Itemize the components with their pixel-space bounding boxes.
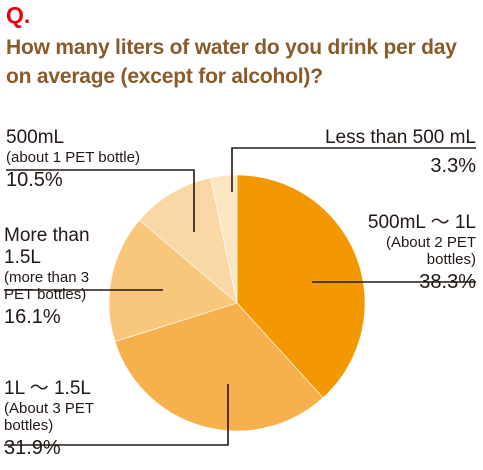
label-more-than-1-5l-value: 16.1% <box>4 306 61 329</box>
label-500ml-1l-name: 500mL ～ 1L <box>367 212 476 233</box>
label-1l-1-5l-value: 31.9% <box>4 437 61 460</box>
leader-1l-1-5l <box>4 384 229 446</box>
slice-less-than-500ml <box>210 174 238 304</box>
label-500ml: 500mL (about 1 PET bottle) 10.5% <box>6 127 206 192</box>
label-more-than-1-5l-sublabel: (more than 3 PET bottles) <box>4 268 90 303</box>
label-500ml-name: 500mL <box>6 127 65 148</box>
label-1l-1-5l-name: 1L ～ 1.5L <box>4 378 91 399</box>
slice-more-than-1-5l <box>108 219 238 342</box>
label-less-than-500ml: Less than 500 mL 3.3% <box>300 127 476 178</box>
slice-500ml <box>139 177 238 304</box>
slice-500ml-1l <box>236 174 366 399</box>
leader-500ml <box>6 169 195 232</box>
label-less-than-500ml-name: Less than 500 mL <box>324 127 476 148</box>
question-title: How many liters of water do you drink pe… <box>6 36 457 88</box>
slice-1l-1-5l <box>114 302 324 432</box>
label-500ml-1l-sublabel: (About 2 PET bottles) <box>385 233 476 269</box>
label-1l-1-5l: 1L ～ 1.5L (About 3 PET bottles) 31.9% <box>4 378 134 460</box>
label-more-than-1-5l-name: More than 1.5L <box>4 225 90 268</box>
question-mark-label: Q. <box>6 2 31 28</box>
label-500ml-value: 10.5% <box>6 169 63 192</box>
leader-less-than-500ml <box>231 147 476 192</box>
label-more-than-1-5l: More than 1.5L (more than 3 PET bottles)… <box>4 225 124 329</box>
label-500ml-sublabel: (about 1 PET bottle) <box>6 148 140 166</box>
label-1l-1-5l-sublabel: (About 3 PET bottles) <box>4 399 94 435</box>
label-less-than-500ml-value: 3.3% <box>430 154 476 177</box>
label-500ml-1l-value: 38.3% <box>419 271 476 294</box>
label-500ml-1l: 500mL ～ 1L (About 2 PET bottles) 38.3% <box>358 212 476 294</box>
